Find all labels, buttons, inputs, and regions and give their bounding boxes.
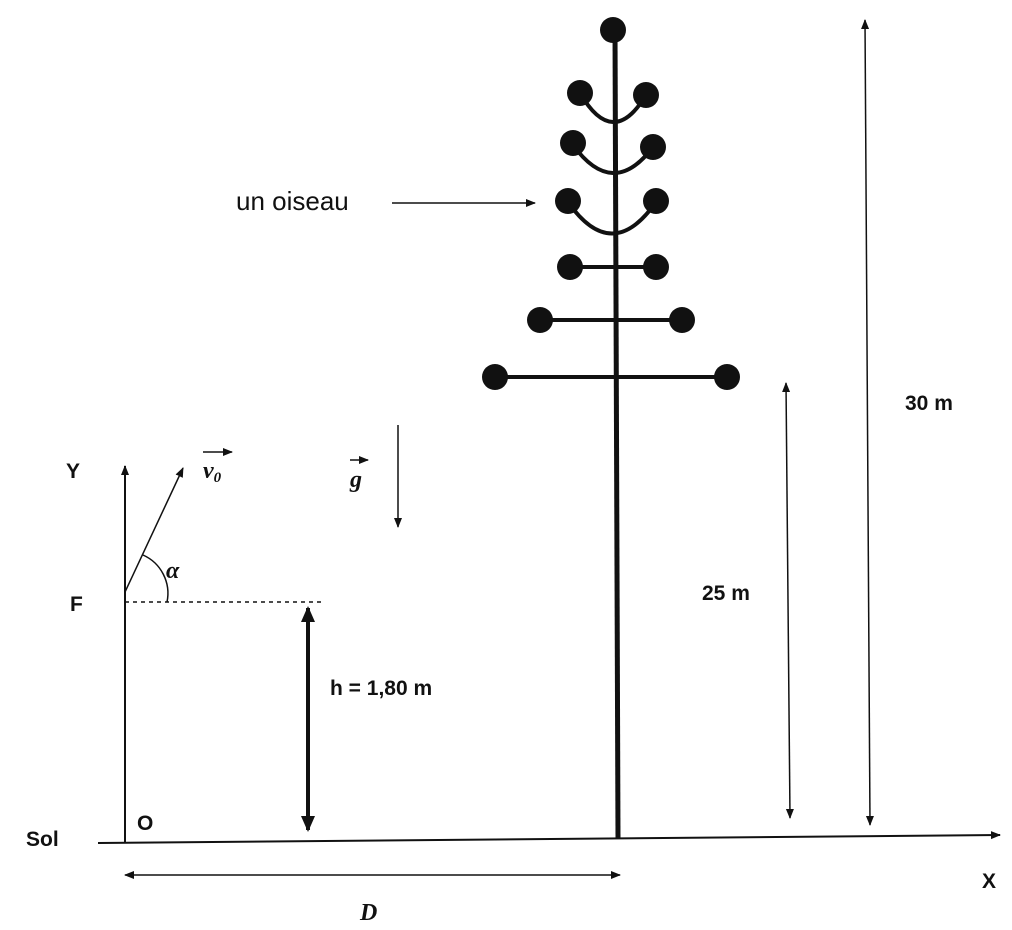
axis-x: X (982, 870, 996, 893)
bird-label: un oiseau (236, 186, 349, 216)
origin: O (137, 812, 153, 835)
shapes (97, 17, 1001, 879)
distance-label: D (359, 900, 377, 926)
point-f: F (70, 593, 83, 616)
gravity-label: g (349, 467, 362, 493)
25m-arrow (782, 382, 794, 819)
angle-label: α (166, 558, 180, 584)
height-total: 30 m (905, 392, 953, 415)
velocity-arrow (124, 467, 184, 593)
ground-label: Sol (26, 828, 59, 851)
axis-y: Y (66, 460, 80, 483)
height-launch: h = 1,80 m (330, 677, 432, 700)
ground-axis (97, 831, 1001, 844)
30m-arrow (861, 19, 874, 826)
birds (482, 17, 740, 390)
height-branch: 25 m (702, 582, 750, 605)
trunk (612, 29, 621, 839)
angle-arc (142, 554, 169, 603)
branches (495, 91, 727, 379)
velocity-label: v0 (203, 458, 222, 486)
